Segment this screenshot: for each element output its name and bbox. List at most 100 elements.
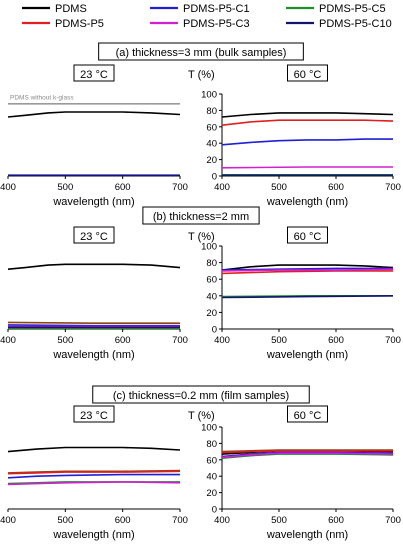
panel-title: (c) thickness=0.2 mm (film samples) (113, 390, 289, 402)
x-axis-label: wavelength (nm) (266, 529, 348, 541)
panel-title-box (142, 206, 260, 225)
temperature-label: 23 °C (80, 69, 108, 81)
y-tick-label: 60 (206, 122, 217, 133)
y-axis-label: T (%) (188, 69, 215, 81)
x-tick-label: 700 (385, 515, 401, 526)
x-axis-label: wavelength (nm) (52, 349, 134, 361)
y-tick-label: 100 (201, 423, 217, 434)
x-tick-label: 600 (328, 515, 344, 526)
y-tick-label: 0 (212, 325, 217, 336)
y-tick-label: 20 (206, 308, 217, 319)
panel-0: (a) thickness=3 mm (bulk samples) 23 °C 40… (0, 42, 304, 208)
panel-title-box (98, 42, 304, 61)
series-line-0 (221, 112, 394, 118)
series-line-3 (221, 166, 393, 169)
x-tick-label: 500 (57, 335, 73, 346)
series-line-1 (221, 119, 394, 126)
y-tick-label: 80 (206, 258, 217, 269)
legend-label: PDMS-P5-C3 (183, 18, 250, 30)
y-tick-label: 100 (201, 242, 217, 253)
x-tick-label: 400 (214, 335, 230, 346)
x-tick-label: 400 (0, 182, 16, 193)
x-axis-label: wavelength (nm) (266, 349, 348, 361)
x-tick-label: 500 (271, 335, 287, 346)
panel-title: (a) thickness=3 mm (bulk samples) (116, 47, 287, 59)
series-line-0 (221, 264, 394, 271)
series-line-2 (221, 449, 393, 454)
x-tick-label: 400 (214, 182, 230, 193)
x-tick-label: 700 (385, 182, 401, 193)
temperature-label: 23 °C (80, 231, 108, 243)
x-axis-label: wavelength (nm) (52, 196, 134, 208)
y-tick-label: 40 (206, 291, 217, 302)
temperature-label: 60 °C (294, 231, 322, 243)
x-tick-label: 700 (172, 515, 188, 526)
x-tick-label: 600 (328, 182, 344, 193)
x-axis-label: wavelength (nm) (266, 196, 348, 208)
x-tick-label: 600 (115, 515, 131, 526)
series-line-3 (221, 268, 394, 272)
legend-label: PDMS-P5 (55, 18, 104, 30)
series-line-1 (7, 111, 181, 118)
series-line-2 (7, 470, 181, 475)
series-line-1 (221, 270, 393, 275)
series-line-5 (7, 481, 181, 486)
y-tick-label: 20 (206, 155, 217, 166)
temperature-box (287, 405, 328, 423)
series-line-2 (221, 267, 393, 271)
series-line-0 (7, 263, 181, 270)
legend: PDMS PDMS-P5-C1 PDMS-P5-C5 PDMS-P5 PDMS-P5-C… (22, 3, 392, 30)
y-axis-label: T (%) (188, 410, 215, 422)
panels: (a) thickness=3 mm (bulk samples) 23 °C 40… (0, 42, 401, 541)
y-tick-label: 80 (206, 439, 217, 450)
y-tick-label: 60 (206, 275, 217, 286)
legend-label: PDMS (55, 3, 87, 15)
series-line-2 (221, 138, 393, 146)
panel-title: (b) thickness=2 mm (153, 211, 249, 223)
x-tick-label: 700 (172, 335, 188, 346)
temperature-box (287, 226, 328, 244)
x-tick-label: 400 (0, 335, 16, 346)
series-line-4 (221, 453, 394, 459)
temperature-label: 60 °C (294, 69, 322, 81)
y-tick-label: 60 (206, 455, 217, 466)
temperature-box (73, 226, 115, 244)
legend-label: PDMS-P5-C10 (319, 18, 392, 30)
y-tick-label: 20 (206, 488, 217, 499)
series-line-3 (7, 473, 180, 479)
y-tick-label: 100 (201, 90, 217, 101)
panel-5: 60 °C T (%) 0 20 40 60 80 100 400 500 600 700 wavele… (188, 405, 401, 541)
panel-1: 60 °C T (%) 0 20 40 60 80 100 400 500 600 700 wavele… (188, 64, 401, 208)
panel-3: 60 °C T (%) 0 20 40 60 80 100 400 500 600 700 wavele… (188, 226, 401, 361)
panel-title-box (92, 385, 310, 404)
temperature-label: 23 °C (80, 410, 108, 422)
temperature-box (287, 64, 328, 82)
series-line-1 (7, 321, 180, 325)
legend-label: PDMS-P5-C1 (183, 3, 250, 15)
x-tick-label: 500 (57, 515, 73, 526)
x-tick-label: 500 (57, 182, 73, 193)
x-tick-label: 600 (328, 335, 344, 346)
x-tick-label: 500 (271, 182, 287, 193)
series-line-5 (221, 452, 394, 459)
x-tick-label: 700 (172, 182, 188, 193)
x-tick-label: 600 (115, 335, 131, 346)
y-tick-label: 80 (206, 106, 217, 117)
y-tick-label: 0 (212, 172, 217, 183)
x-tick-label: 700 (385, 335, 401, 346)
series-line-0 (7, 446, 181, 453)
y-tick-label: 40 (206, 472, 217, 483)
x-tick-label: 400 (214, 515, 230, 526)
y-axis-label: T (%) (188, 231, 215, 243)
temperature-box (73, 405, 115, 423)
x-tick-label: 600 (115, 182, 131, 193)
temperature-label: 60 °C (294, 410, 322, 422)
y-tick-label: 0 (212, 505, 217, 516)
x-axis-label: wavelength (nm) (52, 529, 134, 541)
annotation-label: PDMS without k-glass (10, 94, 74, 101)
x-tick-label: 400 (0, 515, 16, 526)
temperature-box (73, 64, 115, 82)
legend-label: PDMS-P5-C5 (319, 3, 386, 15)
